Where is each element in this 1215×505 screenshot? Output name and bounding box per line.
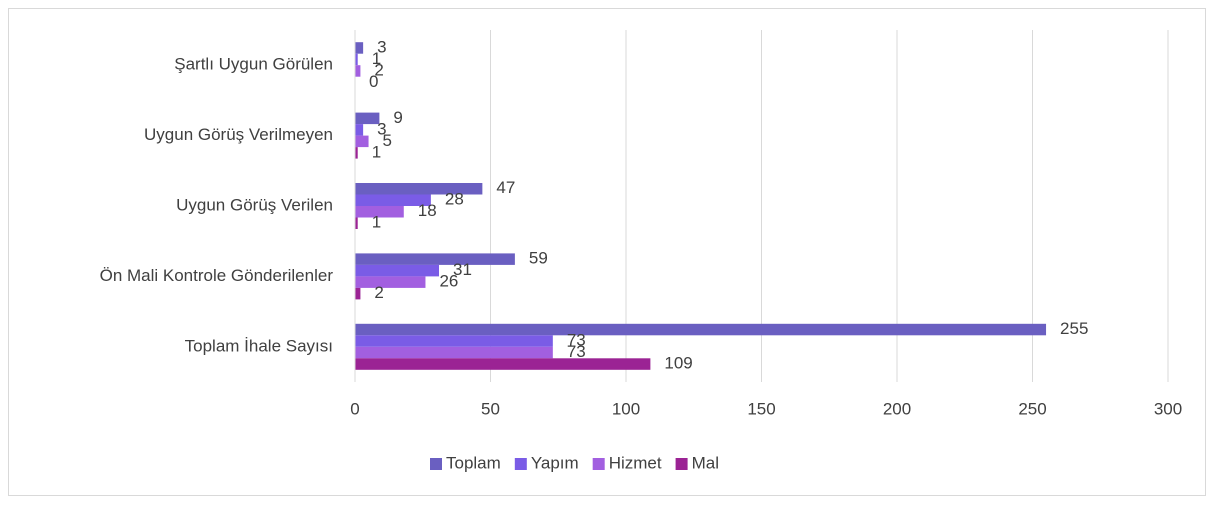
chart-border (8, 8, 1206, 496)
data-label: 2 (374, 60, 383, 79)
bar (355, 276, 426, 288)
bar (355, 217, 358, 229)
y-tick-label: Ön Mali Kontrole Gönderilenler (100, 266, 334, 285)
bar (355, 53, 358, 66)
legend-swatch (675, 458, 688, 470)
data-label: 1 (372, 49, 381, 68)
data-label: 0 (369, 72, 378, 91)
bar (355, 358, 651, 370)
legend-swatch (592, 458, 605, 470)
x-tick-label: 50 (481, 399, 500, 418)
y-tick-label: Şartlı Uygun Görülen (174, 55, 333, 74)
bar (355, 335, 553, 347)
bar (355, 323, 1047, 336)
x-tick-label: 150 (747, 399, 775, 418)
bar (355, 287, 361, 300)
data-label: 1 (372, 142, 381, 161)
data-label: 2 (374, 283, 383, 302)
legend-label: Mal (692, 453, 719, 472)
bar (355, 346, 553, 359)
bar (355, 135, 369, 148)
bar (355, 253, 515, 265)
bar (355, 264, 440, 277)
x-tick-label: 0 (350, 399, 359, 418)
bar (355, 42, 364, 54)
data-label: 47 (496, 178, 515, 197)
bar (355, 206, 404, 218)
data-label: 1 (372, 213, 381, 232)
x-tick-label: 100 (612, 399, 640, 418)
data-label: 59 (529, 249, 548, 268)
data-label: 3 (377, 119, 386, 138)
bar (355, 194, 431, 206)
data-label: 109 (664, 354, 692, 373)
legend-swatch (514, 458, 527, 470)
y-tick-label: Toplam İhale Sayısı (185, 336, 333, 355)
bar (355, 124, 364, 136)
data-label: 28 (445, 190, 464, 209)
bar (355, 183, 483, 195)
legend-swatch (430, 458, 442, 470)
data-label: 5 (383, 131, 392, 150)
legend-label: Yapım (531, 453, 579, 472)
data-label: 31 (453, 260, 472, 279)
data-label: 255 (1060, 319, 1088, 338)
data-label: 73 (567, 331, 586, 350)
y-tick-label: Uygun Görüş Verilen (176, 195, 333, 214)
x-tick-label: 250 (1018, 399, 1046, 418)
data-label: 73 (567, 342, 586, 361)
data-label: 26 (439, 272, 458, 291)
legend-label: Toplam (446, 453, 501, 472)
data-label: 9 (393, 108, 402, 127)
data-label: 18 (418, 201, 437, 220)
bar (355, 147, 358, 159)
bar (355, 112, 380, 125)
legend-label: Hizmet (609, 453, 662, 472)
x-tick-label: 300 (1154, 399, 1182, 418)
data-label: 3 (377, 37, 386, 56)
bar (355, 65, 361, 77)
x-tick-label: 200 (883, 399, 911, 418)
y-tick-label: Uygun Görüş Verilmeyen (144, 125, 333, 144)
